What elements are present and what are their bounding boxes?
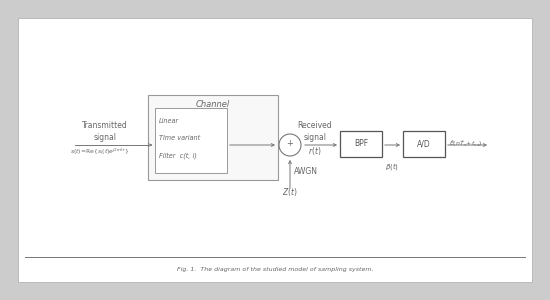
Text: Transmitted: Transmitted bbox=[82, 121, 128, 130]
Text: AWGN: AWGN bbox=[294, 167, 318, 176]
Text: Time variant: Time variant bbox=[159, 135, 200, 141]
Text: Linear: Linear bbox=[159, 118, 179, 124]
Text: A/D: A/D bbox=[417, 140, 431, 148]
Bar bbox=[18, 18, 532, 282]
Bar bbox=[403, 131, 445, 157]
Bar bbox=[155, 108, 227, 173]
Text: signal: signal bbox=[94, 133, 117, 142]
Text: $\beta(t)$: $\beta(t)$ bbox=[385, 161, 399, 172]
Text: Received: Received bbox=[298, 121, 332, 130]
Text: BPF: BPF bbox=[354, 140, 368, 148]
Text: Filter  c(t, i): Filter c(t, i) bbox=[159, 152, 197, 159]
Text: $r(t)$: $r(t)$ bbox=[309, 145, 322, 157]
Text: +: + bbox=[287, 140, 294, 148]
Text: $Z(t)$: $Z(t)$ bbox=[282, 186, 298, 198]
Text: signal: signal bbox=[304, 133, 327, 142]
Text: Channel: Channel bbox=[196, 100, 230, 109]
Text: $s(t)\!=\!\mathrm{Re}\{s_l(t)e^{j2\pi f_c t}\}$: $s(t)\!=\!\mathrm{Re}\{s_l(t)e^{j2\pi f_… bbox=[70, 147, 129, 157]
Text: $\hat{E}(n\bar{T}_s\!+\!t_{sa})$: $\hat{E}(n\bar{T}_s\!+\!t_{sa})$ bbox=[449, 139, 483, 149]
Text: Fig. 1.  The diagram of the studied model of sampling system.: Fig. 1. The diagram of the studied model… bbox=[177, 268, 373, 272]
Bar bbox=[148, 95, 278, 180]
Bar bbox=[340, 131, 382, 157]
Circle shape bbox=[279, 134, 301, 156]
